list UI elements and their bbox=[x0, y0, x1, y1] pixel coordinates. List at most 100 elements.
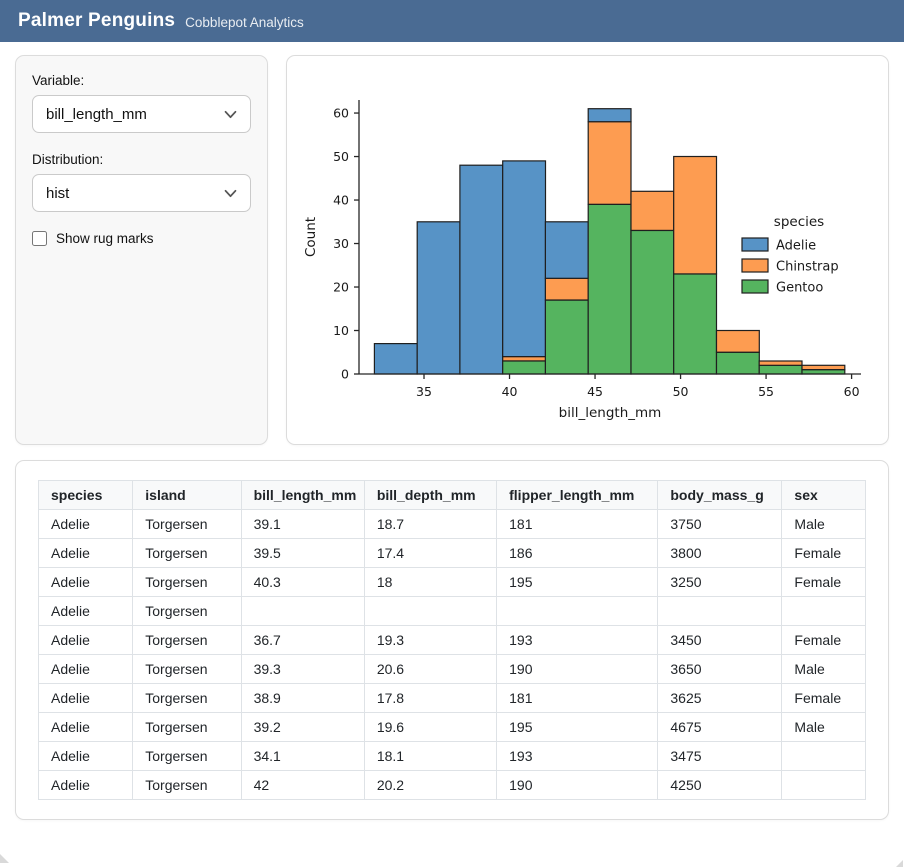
table-cell: 4675 bbox=[657, 712, 783, 742]
table-cell: Torgersen bbox=[132, 654, 242, 684]
column-header-species: species bbox=[37, 480, 134, 510]
table-cell bbox=[657, 596, 783, 626]
table-cell: Adelie bbox=[37, 538, 134, 568]
column-header-body_mass_g: body_mass_g bbox=[657, 480, 783, 510]
top-row: Variable: bill_length_mm Distribution: h… bbox=[15, 55, 889, 445]
chart-card: 0 10 20 30 40 50 60 35 40 45 50 55 60 bill_length_mm C… bbox=[286, 55, 889, 445]
table-header-row: species island bill_length_mm bill_depth_mm… bbox=[37, 480, 866, 510]
table-cell: 19.3 bbox=[363, 625, 498, 655]
table-cell: Male bbox=[781, 654, 866, 684]
table-row: Adelie Torgersen 40.3 18 195 3250 Female bbox=[37, 567, 866, 597]
svg-text:45: 45 bbox=[587, 384, 603, 399]
table-cell: 3450 bbox=[657, 625, 783, 655]
table-cell: 3625 bbox=[657, 683, 783, 713]
column-header-island: island bbox=[132, 480, 242, 510]
table-cell: 38.9 bbox=[240, 683, 365, 713]
distribution-label: Distribution: bbox=[32, 152, 104, 167]
table-row: Adelie Torgersen 42 20.2 190 4250 bbox=[37, 770, 866, 800]
table-row: Adelie Torgersen 39.5 17.4 186 3800 Female bbox=[37, 538, 866, 568]
svg-text:50: 50 bbox=[333, 149, 349, 164]
table-cell: Torgersen bbox=[132, 712, 242, 742]
table-cell: Adelie bbox=[37, 596, 134, 626]
svg-text:Chinstrap: Chinstrap bbox=[776, 260, 839, 275]
table-cell: 195 bbox=[496, 712, 659, 742]
penguins-table: species island bill_length_mm bill_depth_mm… bbox=[37, 480, 866, 800]
rug-checkbox[interactable] bbox=[32, 231, 47, 246]
table-cell: 190 bbox=[496, 770, 659, 800]
data-table-card: species island bill_length_mm bill_depth_mm… bbox=[15, 460, 889, 820]
variable-select[interactable]: bill_length_mm bbox=[32, 95, 251, 133]
table-cell: 186 bbox=[496, 538, 659, 568]
variable-select-value: bill_length_mm bbox=[46, 105, 147, 123]
table-cell: Adelie bbox=[37, 712, 134, 742]
table-row: Adelie Torgersen 39.3 20.6 190 3650 Male bbox=[37, 654, 866, 684]
table-cell: 3475 bbox=[657, 741, 783, 771]
table-cell: 17.8 bbox=[363, 683, 498, 713]
resize-grip-right bbox=[896, 860, 903, 867]
table-cell: 18 bbox=[363, 567, 498, 597]
svg-text:0: 0 bbox=[341, 367, 349, 382]
table-cell: 42 bbox=[240, 770, 365, 800]
table-cell: 39.1 bbox=[240, 509, 365, 539]
table-row: Adelie Torgersen 34.1 18.1 193 3475 bbox=[37, 741, 866, 771]
svg-text:40: 40 bbox=[333, 193, 349, 208]
table-cell: 193 bbox=[496, 625, 659, 655]
svg-text:55: 55 bbox=[758, 384, 774, 399]
table-cell: Adelie bbox=[37, 567, 134, 597]
column-header-flipper_length_mm: flipper_length_mm bbox=[496, 480, 659, 510]
table-cell bbox=[496, 596, 659, 626]
table-cell bbox=[363, 596, 498, 626]
table-cell: Adelie bbox=[37, 683, 134, 713]
main-content: Variable: bill_length_mm Distribution: h… bbox=[0, 42, 904, 820]
table-cell: Torgersen bbox=[132, 625, 242, 655]
table-cell: Torgersen bbox=[132, 770, 242, 800]
table-cell: Adelie bbox=[37, 625, 134, 655]
svg-text:40: 40 bbox=[502, 384, 518, 399]
variable-label: Variable: bbox=[32, 73, 85, 88]
table-row: Adelie Torgersen 39.1 18.7 181 3750 Male bbox=[37, 509, 866, 539]
svg-text:Gentoo: Gentoo bbox=[776, 281, 823, 296]
controls-panel: Variable: bill_length_mm Distribution: h… bbox=[15, 55, 268, 445]
table-cell: Female bbox=[781, 538, 866, 568]
table-cell: Adelie bbox=[37, 741, 134, 771]
svg-text:60: 60 bbox=[844, 384, 860, 399]
table-cell: 181 bbox=[496, 509, 659, 539]
table-cell: 195 bbox=[496, 567, 659, 597]
svg-text:20: 20 bbox=[333, 280, 349, 295]
table-cell: 39.2 bbox=[240, 712, 365, 742]
table-cell: 39.3 bbox=[240, 654, 365, 684]
table-cell: 18.7 bbox=[363, 509, 498, 539]
app-header: Palmer Penguins Cobblepot Analytics bbox=[0, 0, 904, 42]
table-cell: Torgersen bbox=[132, 567, 242, 597]
svg-text:10: 10 bbox=[333, 323, 349, 338]
table-cell: Torgersen bbox=[132, 683, 242, 713]
table-body: Adelie Torgersen 39.1 18.7 181 3750 Male Adelie… bbox=[37, 509, 866, 800]
app-title: Palmer Penguins bbox=[18, 10, 176, 31]
table-cell: Female bbox=[781, 683, 866, 713]
table-cell: 34.1 bbox=[240, 741, 365, 771]
resize-grip-left bbox=[0, 854, 9, 863]
table-cell: Torgersen bbox=[132, 741, 242, 771]
column-header-sex: sex bbox=[781, 480, 866, 510]
chevron-down-icon bbox=[224, 110, 237, 118]
table-row: Adelie Torgersen 39.2 19.6 195 4675 Male bbox=[37, 712, 866, 742]
rug-checkbox-row[interactable]: Show rug marks bbox=[32, 231, 251, 246]
svg-text:30: 30 bbox=[333, 236, 349, 251]
distribution-select[interactable]: hist bbox=[32, 174, 251, 212]
column-header-bill_length_mm: bill_length_mm bbox=[240, 480, 365, 510]
table-row: Adelie Torgersen 38.9 17.8 181 3625 Female bbox=[37, 683, 866, 713]
table-cell: Torgersen bbox=[132, 509, 242, 539]
table-cell: Adelie bbox=[37, 654, 134, 684]
table-cell: 4250 bbox=[657, 770, 783, 800]
table-cell: 20.6 bbox=[363, 654, 498, 684]
table-cell: Torgersen bbox=[132, 538, 242, 568]
table-cell: 18.1 bbox=[363, 741, 498, 771]
distribution-select-value: hist bbox=[46, 184, 70, 202]
svg-text:species: species bbox=[774, 214, 824, 230]
svg-text:Count: Count bbox=[303, 217, 319, 257]
svg-text:60: 60 bbox=[333, 106, 349, 121]
table-cell: 193 bbox=[496, 741, 659, 771]
table-cell bbox=[781, 596, 866, 626]
table-cell: Female bbox=[781, 625, 866, 655]
table-cell bbox=[781, 741, 866, 771]
